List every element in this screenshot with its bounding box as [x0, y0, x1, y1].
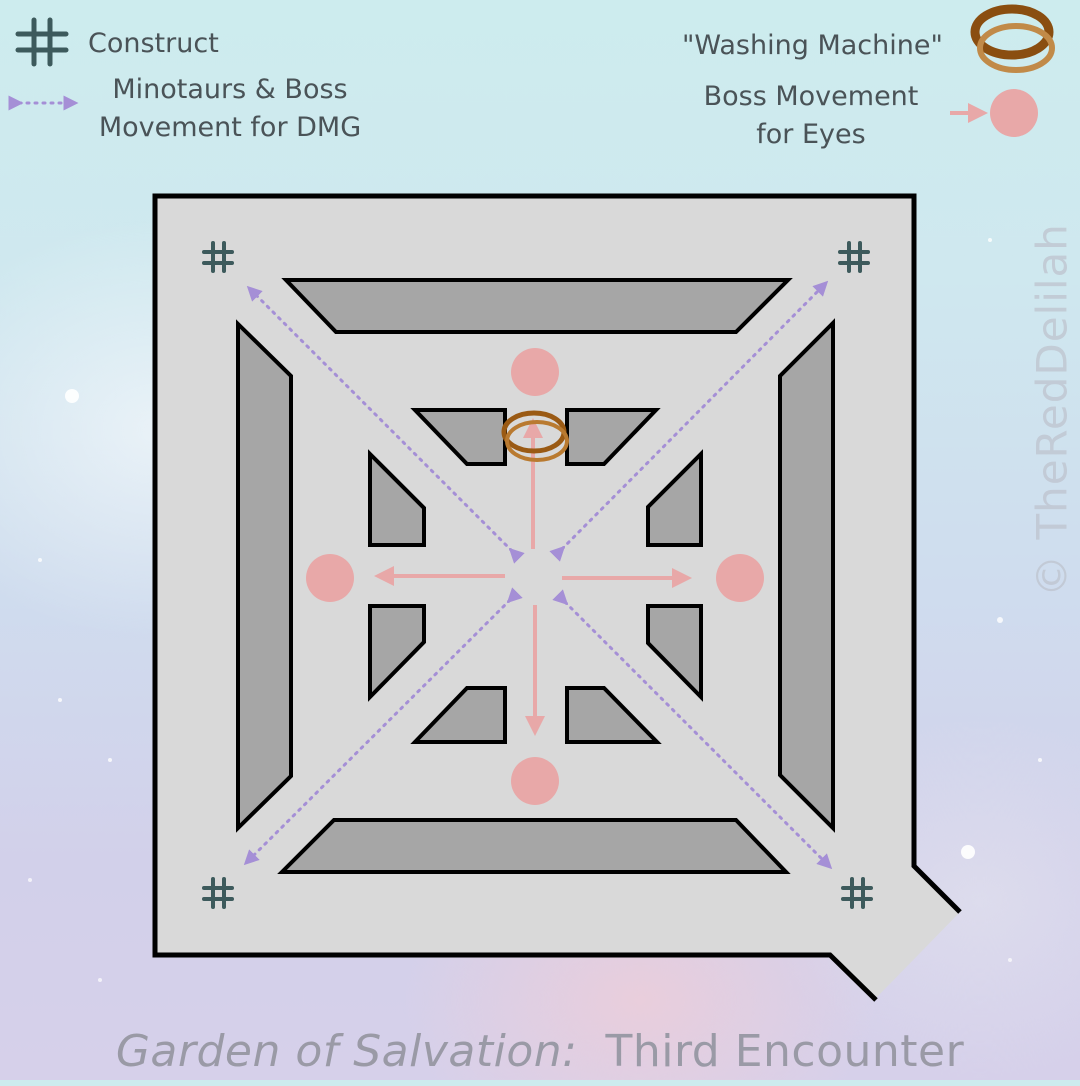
ring-icon	[970, 4, 1055, 73]
footer-title-raid: Garden of Salvation:	[115, 1026, 578, 1077]
legend-eyes-label: Boss Movement for Eyes	[690, 78, 932, 154]
watermark: © TheRedDelilah	[1027, 223, 1077, 597]
legend-eyes-line1: Boss Movement	[703, 81, 919, 112]
arrow-to-circle-icon	[950, 89, 1038, 137]
eye-circle-left	[306, 554, 354, 602]
footer-title: Garden of Salvation: Third Encounter	[0, 1026, 1080, 1086]
construct-icon	[202, 241, 234, 273]
legend-construct-label: Construct	[88, 28, 219, 59]
construct-icon	[838, 241, 870, 273]
diagonal-arrow-top-left	[246, 285, 525, 564]
diagonal-arrow-bottom-left	[243, 587, 523, 866]
background-sparkles	[28, 238, 1042, 982]
wall-left	[236, 319, 293, 833]
eye-circle-top	[511, 348, 559, 396]
eye-circle-bottom	[511, 757, 559, 805]
legend-movement-line1: Minotaurs & Boss	[112, 74, 348, 105]
wall-right	[778, 318, 835, 833]
eyes-movement-arrows	[374, 418, 692, 736]
construct-icon	[841, 877, 873, 909]
wall-top	[281, 278, 793, 334]
eye-positions	[306, 348, 764, 805]
diagonal-arrow-top-right	[549, 280, 829, 562]
hash-icon	[15, 17, 69, 67]
legend-movement-label: Minotaurs & Boss Movement for DMG	[88, 71, 372, 147]
dmg-movement-arrows	[243, 280, 833, 870]
construct-markers	[202, 241, 873, 909]
footer-title-encounter: Third Encounter	[605, 1026, 965, 1077]
eye-circle-right	[716, 554, 764, 602]
legend-washing-machine-label: "Washing Machine"	[682, 30, 943, 61]
legend-eyes-line2: for Eyes	[756, 119, 866, 150]
washing-machine-ring	[501, 410, 569, 462]
construct-icon	[202, 877, 234, 909]
diagonal-arrow-bottom-right	[552, 589, 833, 870]
legend-movement-line2: Movement for DMG	[98, 112, 362, 143]
wall-bottom	[277, 818, 791, 874]
